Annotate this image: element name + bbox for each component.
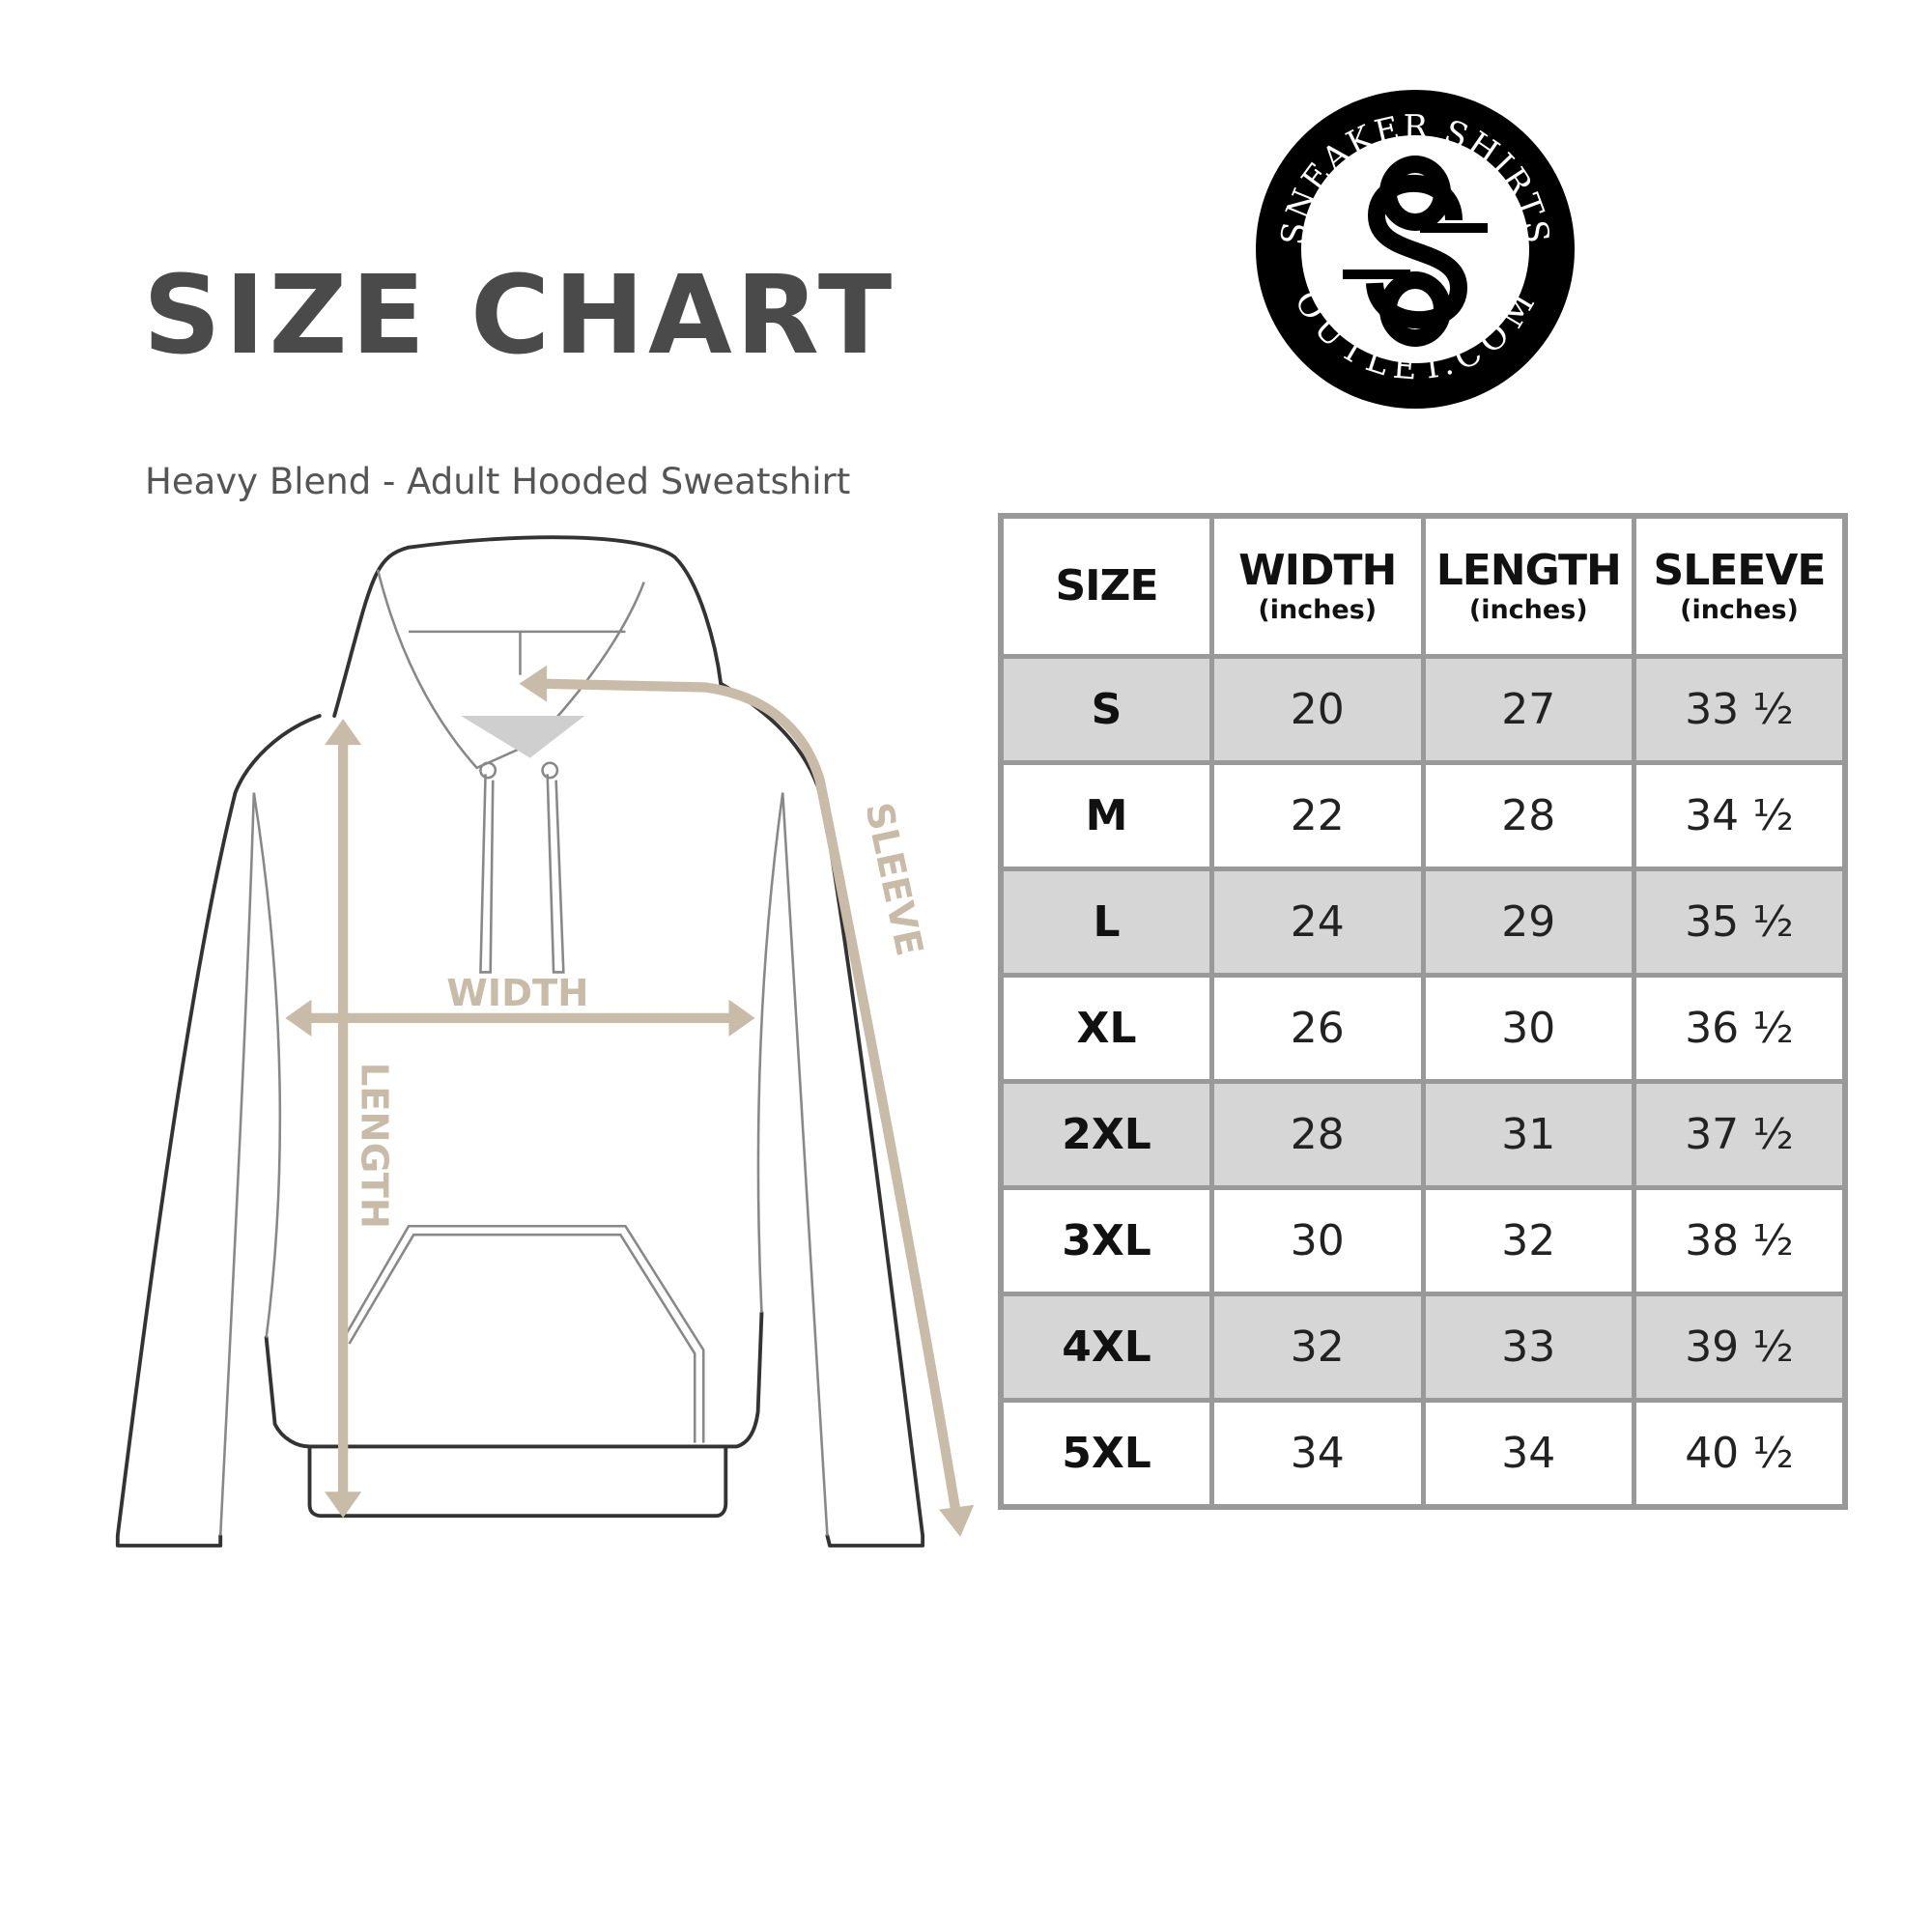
size-cell: 3XL <box>998 1185 1214 1296</box>
header-size: SIZE <box>998 513 1214 659</box>
measure-arrows <box>285 665 975 1537</box>
table-row: 5XL 34 34 40 ½ <box>998 1398 1848 1510</box>
table-row: M 22 28 34 ½ <box>998 760 1848 871</box>
sleeve-cell: 38 ½ <box>1632 1185 1848 1296</box>
width-cell: 34 <box>1209 1398 1426 1510</box>
sleeve-cell: 33 ½ <box>1632 654 1848 765</box>
sleeve-label: SLEEVE <box>856 799 930 960</box>
size-cell: L <box>998 867 1214 978</box>
table-row: L 24 29 35 ½ <box>998 867 1848 978</box>
size-cell: XL <box>998 973 1214 1084</box>
width-cell: 24 <box>1209 867 1426 978</box>
length-cell: 28 <box>1420 760 1636 871</box>
length-cell: 33 <box>1420 1292 1636 1403</box>
width-cell: 32 <box>1209 1292 1426 1403</box>
size-cell: 2XL <box>998 1079 1214 1190</box>
header-width: WIDTH (inches) <box>1209 513 1426 659</box>
length-label: LENGTH <box>352 1063 395 1229</box>
width-cell: 26 <box>1209 973 1426 1084</box>
length-cell: 34 <box>1420 1398 1636 1510</box>
page-title: SIZE CHART <box>143 253 896 379</box>
width-cell: 22 <box>1209 760 1426 871</box>
table-row: S 20 27 33 ½ <box>998 654 1848 765</box>
brand-logo: SNEAKER SHIRTS OUTLET.COM <box>1256 90 1575 409</box>
sleeve-cell: 35 ½ <box>1632 867 1848 978</box>
width-cell: 30 <box>1209 1185 1426 1296</box>
width-cell: 28 <box>1209 1079 1426 1190</box>
sleeve-cell: 37 ½ <box>1632 1079 1848 1190</box>
header-sleeve: SLEEVE (inches) <box>1632 513 1848 659</box>
sleeve-cell: 36 ½ <box>1632 973 1848 1084</box>
header-length: LENGTH (inches) <box>1420 513 1636 659</box>
length-cell: 27 <box>1420 654 1636 765</box>
size-cell: M <box>998 760 1214 871</box>
table-header-row: SIZE WIDTH (inches) LENGTH (inches) SLEEVE… <box>998 513 1848 659</box>
table-row: 4XL 32 33 39 ½ <box>998 1292 1848 1403</box>
table-row: 3XL 30 32 38 ½ <box>998 1185 1848 1296</box>
length-cell: 31 <box>1420 1079 1636 1190</box>
length-cell: 32 <box>1420 1185 1636 1296</box>
sleeve-cell: 39 ½ <box>1632 1292 1848 1403</box>
hood-inner-shade <box>460 716 585 758</box>
hoodie-outline <box>115 535 925 1548</box>
width-cell: 20 <box>1209 654 1426 765</box>
length-cell: 30 <box>1420 973 1636 1084</box>
length-cell: 29 <box>1420 867 1636 978</box>
sleeve-arrow <box>537 678 961 1519</box>
logo-monogram <box>1343 156 1488 347</box>
size-cell: 5XL <box>998 1398 1214 1510</box>
sleeve-cell: 34 ½ <box>1632 760 1848 871</box>
size-cell: 4XL <box>998 1292 1214 1403</box>
width-label: WIDTH <box>446 972 588 1015</box>
size-table: SIZE WIDTH (inches) LENGTH (inches) SLEEVE… <box>998 513 1848 1510</box>
product-subtitle: Heavy Blend - Adult Hooded Sweatshirt <box>145 461 851 502</box>
hoodie-details <box>218 569 829 1536</box>
table-row: 2XL 28 31 37 ½ <box>998 1079 1848 1190</box>
table-row: XL 26 30 36 ½ <box>998 973 1848 1084</box>
size-cell: S <box>998 654 1214 765</box>
sleeve-cell: 40 ½ <box>1632 1398 1848 1510</box>
